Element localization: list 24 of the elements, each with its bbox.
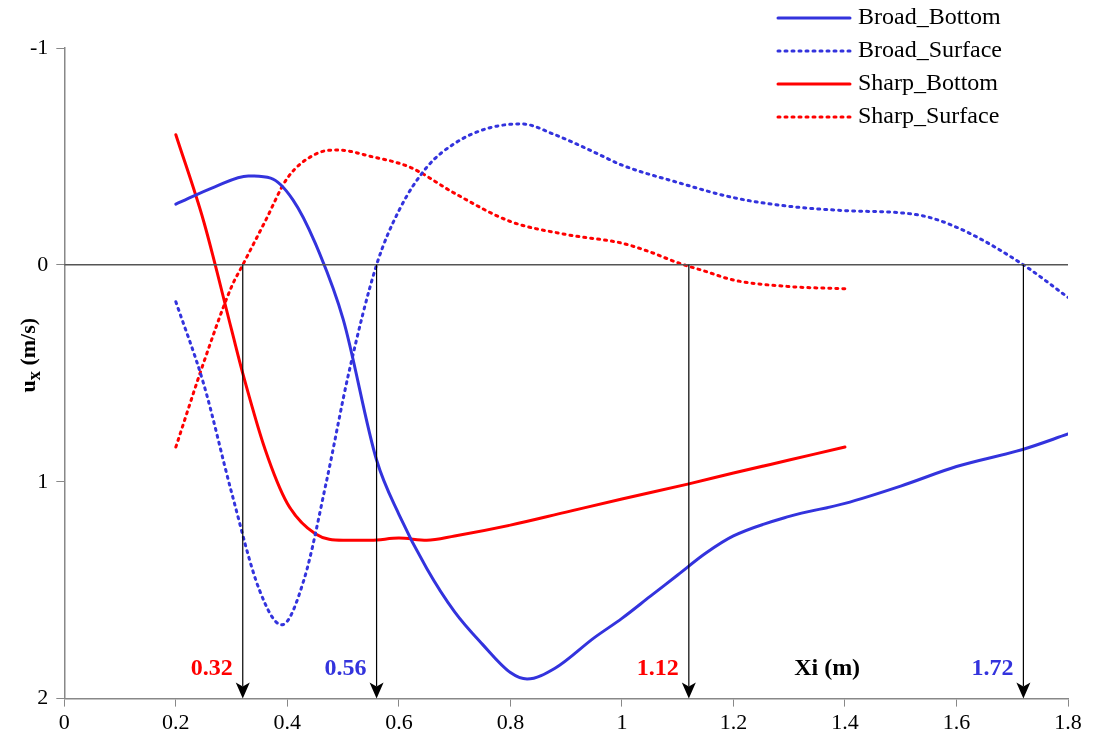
x-tick-label: 1 <box>616 708 628 734</box>
legend-label: Broad_Surface <box>858 36 1002 63</box>
x-tick-label: 0 <box>58 708 70 734</box>
x-tick-label: 0.4 <box>273 708 302 734</box>
x-tick-label: 0.8 <box>496 708 525 734</box>
y-tick-label: 0 <box>37 250 49 276</box>
x-tick-label: 1.6 <box>942 708 971 734</box>
x-axis-title: Xi (m) <box>794 653 861 680</box>
legend-label: Sharp_Bottom <box>858 69 999 96</box>
legend-label: Broad_Bottom <box>858 3 1001 30</box>
annotation: 0.32 <box>190 653 233 680</box>
x-tick-label: 0.6 <box>385 708 413 734</box>
y-tick-label: 1 <box>37 467 49 493</box>
x-tick-label: 0.2 <box>162 708 190 734</box>
annotation: 0.56 <box>324 653 367 680</box>
y-tick-label: -1 <box>30 33 49 59</box>
legend-label: Sharp_Surface <box>858 102 1000 129</box>
annotation: 1.12 <box>636 653 679 680</box>
x-tick-label: 1.2 <box>719 708 748 734</box>
annotation: 1.72 <box>971 653 1014 680</box>
line-series <box>174 133 847 542</box>
x-tick-label: 1.8 <box>1054 708 1082 734</box>
y-tick-label: 2 <box>37 684 49 710</box>
x-tick-label: 1.4 <box>831 708 859 734</box>
